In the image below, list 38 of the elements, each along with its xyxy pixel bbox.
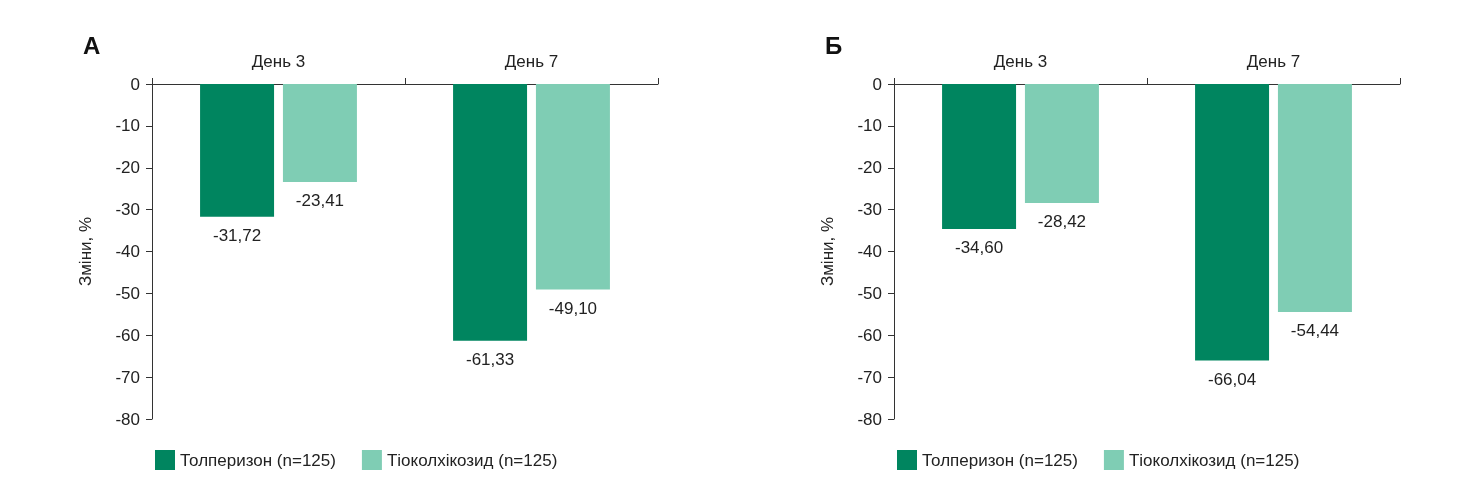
data-label: -23,41 xyxy=(295,191,345,211)
x-tick-label: День 7 xyxy=(504,52,559,71)
y-tick-label: -50 xyxy=(115,283,140,303)
y-tick-label: -70 xyxy=(857,367,882,387)
x-tick-label: День 3 xyxy=(993,52,1048,71)
y-axis-title: Зміни, % xyxy=(76,216,95,287)
y-tick-label: -10 xyxy=(857,116,882,136)
data-label: -34,60 xyxy=(954,237,1004,257)
y-tick-label: -20 xyxy=(857,158,882,178)
y-tick-label: -80 xyxy=(857,409,882,429)
data-label: -28,42 xyxy=(1037,212,1087,232)
x-tick-label: День 3 xyxy=(251,52,306,71)
y-tick-label: -30 xyxy=(115,200,140,220)
y-tick-label: -50 xyxy=(857,283,882,303)
y-tick-label: -80 xyxy=(115,409,140,429)
data-label: -54,44 xyxy=(1290,320,1340,340)
chart-title: Б xyxy=(825,31,843,59)
data-label: -66,04 xyxy=(1207,369,1257,389)
x-tick-label: День 7 xyxy=(1246,52,1301,71)
legend-label: Тіоколхікозид (n=125) xyxy=(1128,450,1300,470)
y-tick-label: 0 xyxy=(130,74,140,94)
legend-label: Тіоколхікозид (n=125) xyxy=(386,450,558,470)
y-tick-label: -40 xyxy=(115,242,140,261)
y-tick-label: -60 xyxy=(115,325,140,345)
data-label: -49,10 xyxy=(548,298,598,318)
y-tick-label: -10 xyxy=(115,116,140,136)
chart-title: А xyxy=(83,31,101,59)
y-axis-title: Зміни, % xyxy=(818,216,837,287)
legend-label: Толперизон (n=125) xyxy=(922,450,1078,470)
y-tick-label: 0 xyxy=(872,74,882,94)
y-tick-label: -30 xyxy=(857,200,882,220)
y-tick-label: -40 xyxy=(857,242,882,261)
data-label: -61,33 xyxy=(465,349,515,369)
y-tick-label: -20 xyxy=(115,158,140,178)
data-label: -31,72 xyxy=(212,225,262,245)
y-tick-label: -60 xyxy=(857,325,882,345)
legend-label: Толперизон (n=125) xyxy=(180,450,336,470)
y-tick-label: -70 xyxy=(115,367,140,387)
